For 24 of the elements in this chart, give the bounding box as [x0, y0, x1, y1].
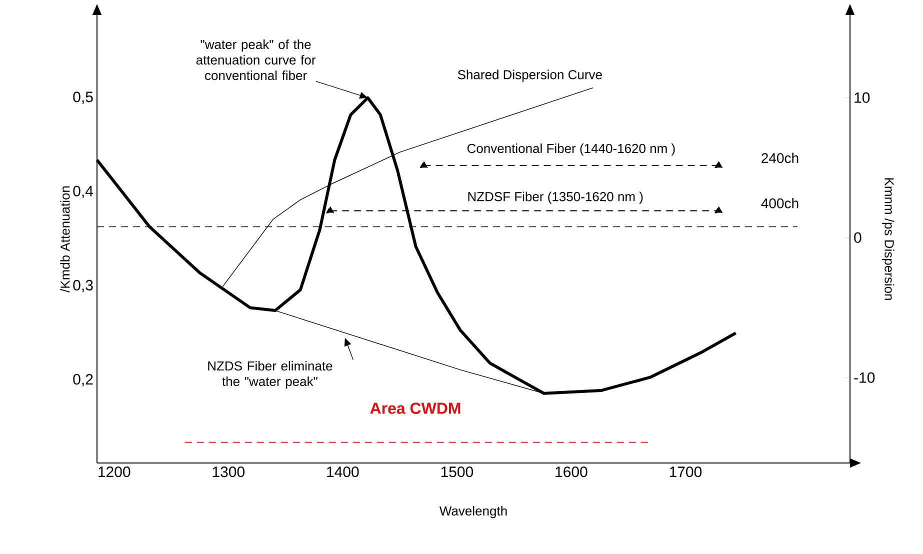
x-tick-label: 1700 [670, 466, 702, 478]
series-label: NZDSF Fiber (1350-1620 nm ) [468, 192, 643, 204]
x-tick-label: 1500 [441, 466, 474, 478]
y2-axis-title: Kmnm /ps Dispersion [882, 178, 894, 300]
x-tick-label: 1400 [327, 466, 359, 478]
y2-tick-label: -10 [854, 372, 875, 383]
x-tick-label: 1300 [212, 466, 244, 478]
y-tick-label: 0,3 [73, 280, 93, 292]
annotation: "water peak" of the attenuation curve for conventional fiber [196, 40, 316, 80]
y-tick-label: 0,4 [73, 186, 94, 198]
annotation: 400ch [761, 198, 798, 208]
annotation: NZDS Fiber eliminate the "water peak" [208, 361, 332, 389]
series-label: Area CWDM [370, 402, 460, 414]
y-axis-title: /Kmdb Attenuation [60, 186, 70, 292]
y-tick-label: 0,5 [73, 92, 93, 104]
series-label: Shared Dispersion Curve [458, 70, 602, 82]
x-tick-label: 1600 [556, 466, 588, 478]
annotation: 240ch [762, 152, 798, 164]
y2-tick-label: 0 [854, 232, 862, 243]
x-axis-title: Wavelength [439, 506, 507, 518]
y-tick-label: 0,2 [73, 374, 93, 386]
y2-tick-label: 10 [854, 92, 870, 103]
x-tick-label: 1200 [98, 466, 130, 478]
series-label: Conventional Fiber (1440-1620 nm ) [467, 144, 675, 156]
